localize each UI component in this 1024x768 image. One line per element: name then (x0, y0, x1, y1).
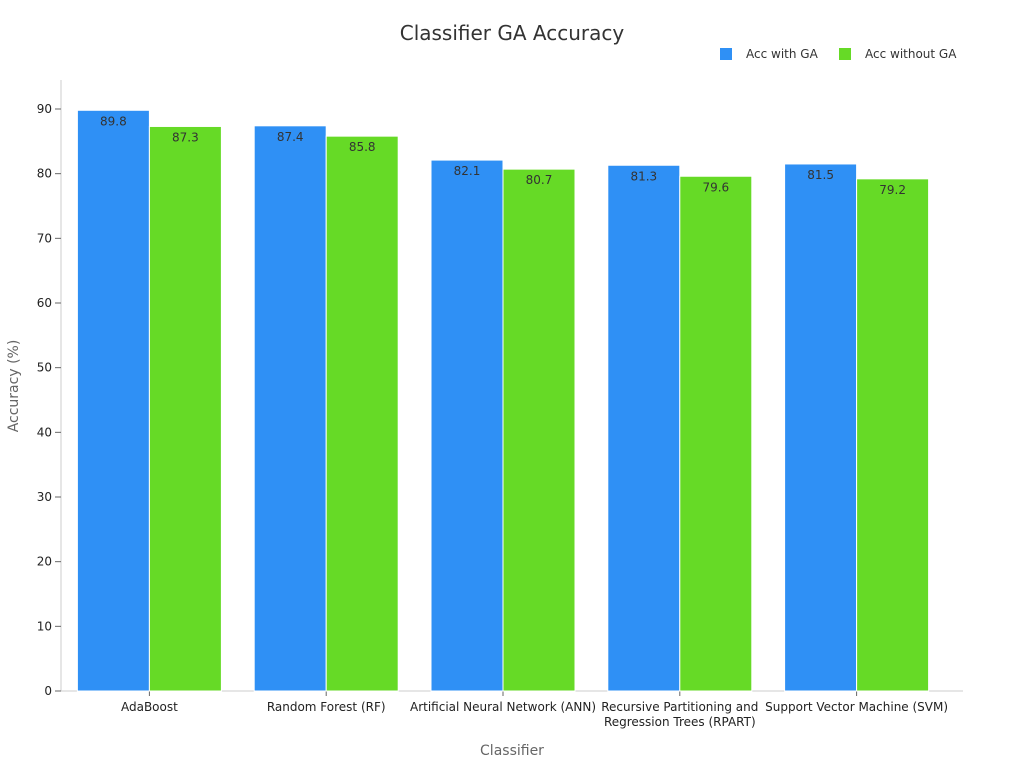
data-label: 89.8 (100, 114, 127, 128)
bar-without-ga (325, 135, 399, 692)
data-label: 81.3 (630, 169, 657, 183)
y-tick-label: 40 (37, 425, 52, 439)
data-label: 80.7 (526, 173, 553, 187)
bar-with-ga (253, 125, 327, 692)
chart-title: Classifier GA Accuracy (400, 21, 625, 45)
x-tick-label-line: Random Forest (RF) (267, 700, 386, 714)
legend-swatch (839, 48, 851, 60)
y-tick-label: 20 (37, 555, 52, 569)
bar-without-ga (679, 175, 753, 692)
x-tick-label-line: AdaBoost (121, 700, 178, 714)
bar-with-ga (607, 164, 681, 692)
x-tick-label: Support Vector Machine (SVM) (765, 700, 948, 714)
axes: 0 10 20 30 40 50 60 70 80 90 AdaBoost Random Forest… (37, 80, 963, 729)
y-tick-label: 0 (44, 684, 52, 698)
legend-swatch (720, 48, 732, 60)
bars (76, 109, 930, 692)
y-tick-label: 90 (37, 102, 52, 116)
x-tick-label-line: Regression Trees (RPART) (604, 715, 756, 729)
x-tick-label-line: Artificial Neural Network (ANN) (410, 700, 596, 714)
data-label: 82.1 (454, 164, 481, 178)
legend: Acc with GA Acc without GA (720, 47, 957, 61)
bar-with-ga (76, 109, 150, 692)
x-tick-label: Recursive Partitioning and Regression Tre… (601, 700, 758, 729)
y-tick-label: 80 (37, 167, 52, 181)
data-label: 87.4 (277, 130, 304, 144)
data-label: 79.6 (702, 180, 729, 194)
y-tick-label: 70 (37, 231, 52, 245)
bar-with-ga (784, 163, 858, 692)
y-tick-label: 30 (37, 490, 52, 504)
legend-label: Acc without GA (865, 47, 957, 61)
data-label: 87.3 (172, 130, 199, 144)
y-tick-label: 60 (37, 296, 52, 310)
bar-without-ga (148, 125, 222, 692)
data-label: 79.2 (879, 183, 906, 197)
bar-with-ga (430, 159, 504, 692)
data-label: 81.5 (807, 168, 834, 182)
bar-without-ga (856, 178, 930, 692)
x-tick-label: AdaBoost (121, 700, 178, 714)
x-tick-label: Random Forest (RF) (267, 700, 386, 714)
x-tick-label-line: Recursive Partitioning and (601, 700, 758, 714)
data-labels: 89.8 87.3 87.4 85.8 82.1 80.7 81.3 79.6 81.5 79.2 (100, 114, 906, 197)
x-axis-title: Classifier (480, 743, 544, 759)
y-tick-label: 50 (37, 361, 52, 375)
y-axis-title: Accuracy (%) (6, 340, 22, 433)
x-tick-label-line: Support Vector Machine (SVM) (765, 700, 948, 714)
legend-label: Acc with GA (746, 47, 819, 61)
x-tick-label: Artificial Neural Network (ANN) (410, 700, 596, 714)
data-label: 85.8 (349, 140, 376, 154)
bar-without-ga (502, 168, 576, 692)
y-tick-label: 10 (37, 619, 52, 633)
